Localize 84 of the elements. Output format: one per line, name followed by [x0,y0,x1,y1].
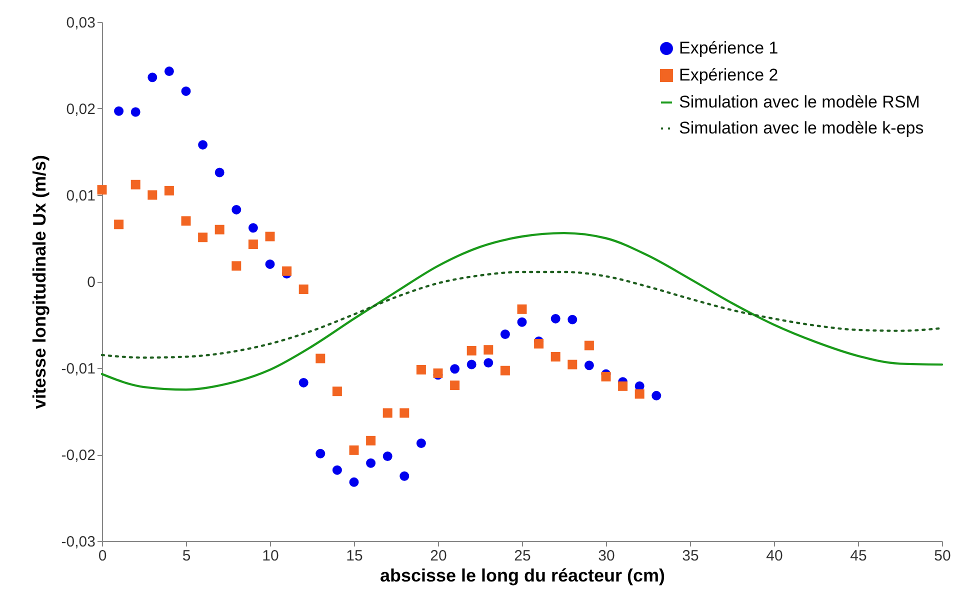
x-tick-label: 30 [598,548,615,564]
x-tick-label: 15 [346,548,363,564]
point [316,448,326,458]
point [332,386,342,396]
y-tick-label: 0 [87,274,96,291]
point [484,358,494,368]
point [500,330,510,339]
point [181,86,191,96]
point [584,340,594,350]
point [382,408,392,418]
y-tick-label: -0,01 [61,360,96,378]
point [232,261,242,271]
point [114,220,124,230]
point [400,408,410,418]
point [484,345,494,355]
point [601,372,611,382]
point [198,232,208,242]
legend-label: Expérience 2 [679,66,778,84]
point [316,354,326,364]
y-tick-label: 0,03 [66,14,96,32]
point [248,240,258,250]
point [416,364,426,374]
point [265,232,275,242]
point [349,445,359,455]
point [148,72,158,82]
point [568,360,578,370]
x-tick-label: 50 [934,548,951,564]
point [517,317,527,327]
y-tick-label: -0,02 [61,447,96,464]
x-tick-label: 0 [98,548,107,564]
point [584,360,594,370]
legend-label: Simulation avec le modèle k-eps [679,118,924,138]
x-tick-label: 40 [766,548,783,564]
point [164,66,174,76]
point [298,284,308,294]
x-tick-label: 35 [682,548,699,564]
point [382,451,392,461]
point [214,168,224,178]
point [400,471,410,481]
point [198,140,208,150]
point [148,190,158,200]
point [97,185,107,195]
y-axis-title: vitesse longitudinale Ux (m/s) [29,154,50,410]
y-tick-label: 0,02 [66,101,96,118]
legend-label: Simulation avec le modèle RSM [679,92,920,112]
point [416,438,426,448]
point [450,380,460,390]
point [332,465,342,475]
point [652,390,662,400]
point [568,314,578,324]
point [349,477,359,487]
point [466,360,476,370]
x-tick-label: 25 [514,548,531,564]
legend-label: Expérience 1 [679,38,778,58]
point [517,304,527,314]
point [298,378,308,388]
point [181,216,191,226]
point [366,436,376,446]
point [130,180,140,190]
x-axis-title: abscisse le long du réacteur (cm) [380,566,666,586]
point [500,366,510,376]
point [282,266,292,276]
point [265,259,275,269]
x-tick-label: 20 [430,548,447,564]
point [114,106,124,116]
point [550,352,560,362]
point [232,204,242,214]
point [618,381,628,391]
point [164,186,174,196]
y-tick-label: 0,01 [66,188,96,204]
point [130,107,140,117]
point [450,364,460,374]
y-tick-label: -0,03 [61,534,96,550]
point [248,223,258,233]
point [534,339,544,349]
x-tick-label: 5 [182,548,191,564]
x-tick-label: 10 [262,548,279,564]
point [634,389,644,399]
point [550,314,560,324]
x-tick-label: 45 [850,548,867,564]
point [466,346,476,356]
point [366,458,376,468]
line-series [100,232,944,391]
point [214,224,224,234]
